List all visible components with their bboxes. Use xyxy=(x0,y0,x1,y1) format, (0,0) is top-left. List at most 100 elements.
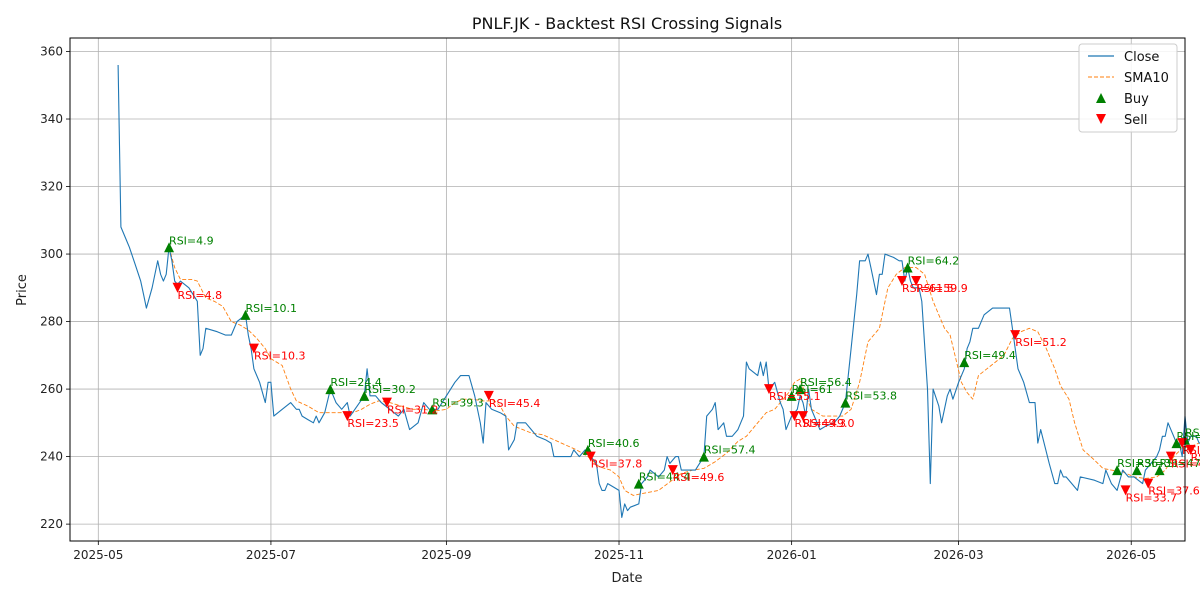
sma10-series xyxy=(168,247,1200,496)
sell-marker xyxy=(585,451,596,462)
x-tick-label: 2025-11 xyxy=(594,548,644,562)
sell-marker xyxy=(1010,330,1021,341)
y-tick-label: 300 xyxy=(40,247,63,261)
sell-signal-label: RSI=4.8 xyxy=(178,289,223,302)
sell-marker xyxy=(342,411,353,422)
buy-signal-label: RSI=53.8 xyxy=(845,390,897,403)
sell-signal-label: RSI=37.8 xyxy=(591,458,643,471)
x-axis-title: Date xyxy=(611,571,642,586)
sell-signal-label: RSI=55.1 xyxy=(769,390,821,403)
buy-marker xyxy=(325,384,336,395)
buy-signal-label: RSI=40.6 xyxy=(588,437,640,450)
y-tick-label: 280 xyxy=(40,315,63,329)
buy-signal-label: RSI=10.1 xyxy=(245,302,297,315)
sell-signal-label: RSI=61.5 xyxy=(902,282,954,295)
close-line xyxy=(117,64,1200,518)
signal-markers: RSI=4.9RSI=10.1RSI=24.4RSI=30.2RSI=39.3R… xyxy=(164,234,1200,504)
y-tick-label: 260 xyxy=(40,382,63,396)
buy-marker xyxy=(840,397,851,408)
buy-signal-label: RSI=36 xyxy=(1117,457,1158,470)
legend-buy-label: Buy xyxy=(1124,92,1149,107)
sell-marker xyxy=(1143,478,1154,489)
buy-signal-label: RSI=44.4 xyxy=(639,471,691,484)
sell-marker xyxy=(797,411,808,422)
y-tick-label: 240 xyxy=(40,450,63,464)
buy-marker xyxy=(1112,465,1123,476)
buy-marker xyxy=(795,384,806,395)
buy-marker xyxy=(359,390,370,401)
sell-marker xyxy=(1120,485,1131,496)
sell-marker xyxy=(667,465,678,476)
sell-signal-label: RSI=31.2 xyxy=(387,404,439,417)
y-axis-title: Price xyxy=(15,274,30,306)
buy-signal-label: RSI=55 xyxy=(1185,427,1200,440)
legend-sma-label: SMA10 xyxy=(1124,71,1169,86)
sell-signal-label: RSI=49.6 xyxy=(673,471,725,484)
grid xyxy=(70,38,1185,541)
legend-sell-icon xyxy=(1096,114,1106,124)
y-tick-label: 320 xyxy=(40,180,63,194)
sell-marker xyxy=(789,411,800,422)
sell-marker xyxy=(897,276,908,287)
buy-signal-label: RSI=49.4 xyxy=(964,349,1016,362)
y-tick-label: 340 xyxy=(40,112,63,126)
sell-signal-label: RSI=51.2 xyxy=(1015,336,1067,349)
buy-signal-label: RSI=36 xyxy=(1137,457,1178,470)
buy-signal-label: RSI=24.4 xyxy=(330,376,382,389)
plot-frame xyxy=(69,37,1186,542)
sell-marker xyxy=(763,384,774,395)
buy-signal-label: RSI=39.3 xyxy=(432,396,484,409)
buy-signal-label: RSI=56.4 xyxy=(800,376,852,389)
y-tick-label: 360 xyxy=(40,45,63,59)
x-tick-label: 2025-07 xyxy=(246,548,296,562)
sell-signal-label: RSI=23.5 xyxy=(347,417,399,430)
buy-marker xyxy=(902,262,913,273)
x-tick-label: 2025-05 xyxy=(73,548,123,562)
buy-marker xyxy=(164,242,175,253)
buy-signal-label: RSI=64.2 xyxy=(908,255,960,268)
buy-marker xyxy=(633,478,644,489)
x-tick-label: 2026-01 xyxy=(767,548,817,562)
x-tick-label: 2026-03 xyxy=(934,548,984,562)
y-tick-label: 220 xyxy=(40,517,63,531)
buy-marker xyxy=(240,309,251,320)
sell-signal-label: RSI=10.3 xyxy=(254,350,306,363)
buy-signal-label: RSI=57.4 xyxy=(704,444,756,457)
sell-signal-label: RSI=37.6 xyxy=(1148,485,1200,498)
buy-marker xyxy=(1171,438,1182,449)
buy-marker xyxy=(698,451,709,462)
sell-signal-label: RSI=59.9 xyxy=(916,282,968,295)
sell-signal-label: RSI=48.6 xyxy=(1191,451,1200,464)
chart-title: PNLF.JK - Backtest RSI Crossing Signals xyxy=(472,14,782,33)
buy-marker xyxy=(1154,465,1165,476)
sma10-line xyxy=(168,247,1200,496)
sell-marker xyxy=(911,276,922,287)
sell-marker xyxy=(248,343,259,354)
sell-signal-label: RSI=49.3 xyxy=(794,417,846,430)
sell-marker xyxy=(1165,451,1176,462)
sell-marker xyxy=(172,282,183,293)
sell-signal-label: RSI=33.7 xyxy=(1126,491,1178,504)
legend-sell-label: Sell xyxy=(1124,113,1147,128)
buy-signal-label: RSI=47.7 xyxy=(1160,457,1200,470)
buy-marker xyxy=(959,357,970,368)
legend-buy-icon xyxy=(1096,93,1106,103)
sell-marker xyxy=(483,390,494,401)
sell-signal-label: RSI=45.4 xyxy=(489,397,541,410)
buy-signal-label: RSI=4.9 xyxy=(169,234,214,247)
buy-marker xyxy=(786,390,797,401)
close-series xyxy=(117,64,1200,518)
sell-signal-label: RSI=49.0 xyxy=(803,417,855,430)
sell-marker xyxy=(1185,444,1196,455)
buy-marker xyxy=(1131,465,1142,476)
sell-marker xyxy=(381,397,392,408)
legend-box xyxy=(1078,43,1178,133)
buy-marker xyxy=(427,404,438,415)
buy-signal-label: RSI=30.2 xyxy=(364,383,416,396)
legend-close-label: Close xyxy=(1124,50,1159,65)
legend: Close SMA10 Buy Sell xyxy=(1078,43,1178,133)
x-tick-label: 2026-05 xyxy=(1106,548,1156,562)
axes: 220 240 260 280 300 320 340 360 2025-05 2025-07 20… xyxy=(40,45,1156,562)
